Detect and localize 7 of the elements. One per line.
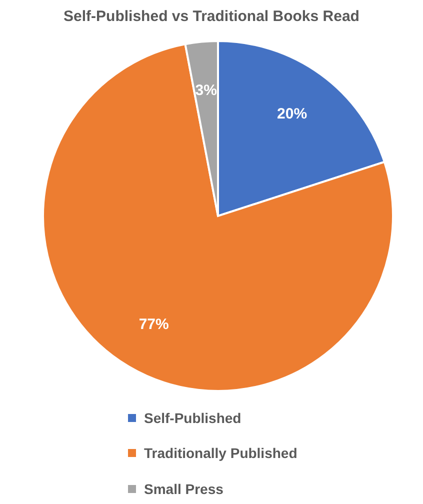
legend-label: Traditionally Published <box>144 445 298 462</box>
data-label: 3% <box>195 82 217 100</box>
legend-label: Small Press <box>144 480 224 497</box>
chart-title: Self-Published vs Traditional Books Read <box>62 8 360 25</box>
data-label: 20% <box>277 106 308 123</box>
data-label: 77% <box>138 316 169 333</box>
legend-label: Self-Published <box>144 410 242 426</box>
